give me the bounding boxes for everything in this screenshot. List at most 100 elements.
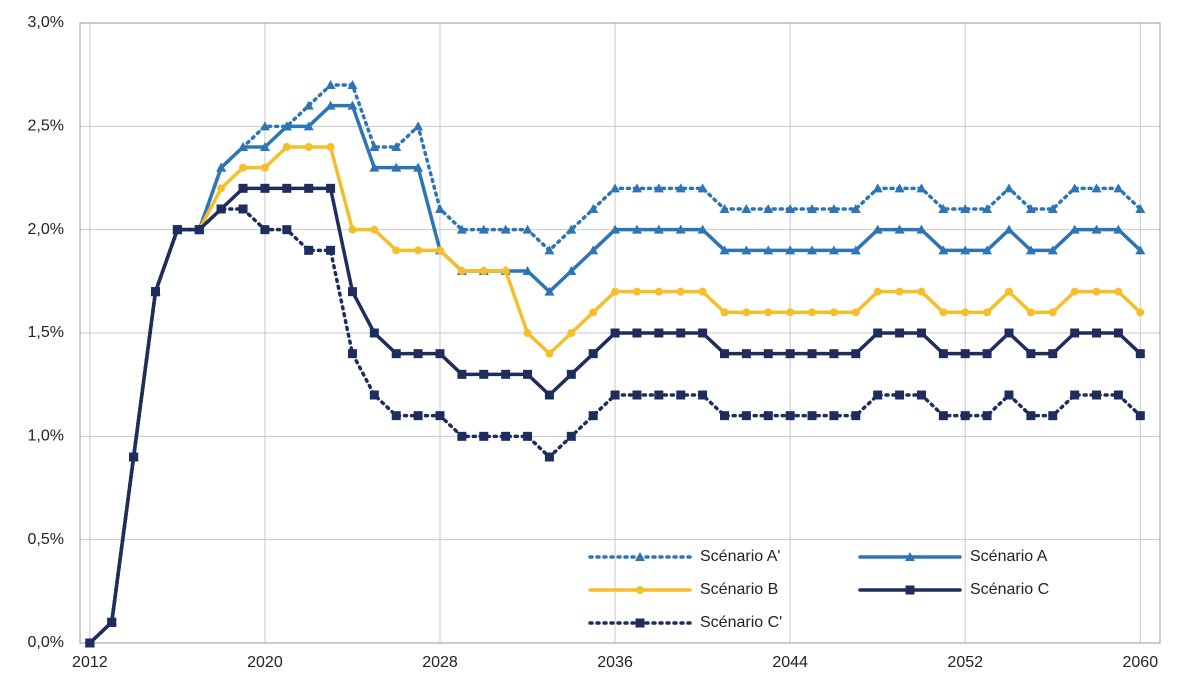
legend-label: Scénario C' (700, 614, 782, 631)
marker (1025, 245, 1036, 255)
marker (544, 452, 554, 462)
marker (239, 163, 248, 172)
marker (610, 224, 621, 234)
marker (1004, 287, 1013, 296)
marker (457, 267, 466, 275)
marker (523, 431, 533, 441)
legend-label: Scénario C (970, 581, 1049, 598)
marker (347, 349, 357, 359)
y-tick-label: 1,5% (28, 324, 64, 341)
marker (960, 411, 970, 421)
marker (829, 411, 839, 421)
marker (631, 183, 642, 193)
marker (589, 308, 598, 317)
marker (982, 411, 992, 421)
marker (216, 204, 226, 214)
marker (304, 183, 314, 193)
marker (391, 142, 402, 151)
marker (326, 245, 336, 255)
marker (413, 162, 424, 172)
plot-frame (79, 22, 1161, 644)
y-tick-label: 0,5% (28, 531, 64, 548)
marker (1069, 224, 1080, 234)
marker (719, 204, 730, 213)
marker (391, 411, 401, 421)
marker (326, 183, 336, 193)
marker (610, 183, 621, 193)
marker (1048, 308, 1057, 317)
marker (501, 431, 511, 441)
marker (457, 431, 467, 441)
marker (938, 349, 948, 359)
marker (807, 411, 817, 421)
marker (698, 328, 708, 338)
marker (675, 224, 686, 234)
marker (1092, 390, 1102, 400)
marker (523, 329, 532, 337)
marker (938, 245, 949, 255)
marker (916, 224, 927, 234)
marker (905, 585, 915, 595)
marker (522, 266, 533, 275)
marker (611, 287, 620, 296)
marker (500, 224, 511, 234)
marker (851, 308, 860, 317)
marker (479, 267, 488, 275)
marker (697, 224, 708, 234)
marker (676, 287, 685, 296)
marker (282, 143, 291, 151)
marker (304, 143, 313, 151)
marker (1091, 183, 1102, 193)
marker (435, 204, 445, 213)
marker (282, 183, 292, 193)
marker (281, 121, 292, 131)
marker (983, 308, 992, 317)
y-tick-label: 1,0% (28, 428, 64, 445)
marker (916, 390, 926, 400)
marker (304, 245, 314, 255)
marker (194, 225, 204, 235)
marker (347, 287, 357, 297)
marker (828, 204, 839, 213)
marker (501, 369, 511, 379)
marker (1114, 287, 1123, 296)
marker (742, 308, 751, 317)
marker (457, 369, 467, 379)
marker (369, 162, 380, 172)
marker (1135, 349, 1145, 359)
marker (1135, 411, 1145, 421)
marker (1136, 308, 1145, 317)
marker (676, 328, 686, 338)
marker (939, 308, 948, 317)
marker (1047, 204, 1058, 213)
marker (348, 225, 357, 234)
marker (392, 246, 401, 255)
marker (850, 245, 861, 255)
marker (544, 286, 555, 296)
marker (544, 390, 554, 400)
marker (1026, 349, 1036, 359)
marker (1003, 183, 1014, 193)
marker (741, 349, 751, 359)
marker (917, 287, 926, 296)
marker (1047, 245, 1058, 255)
marker (720, 308, 729, 317)
marker (741, 204, 752, 213)
legend-label: Scénario A (970, 548, 1048, 565)
marker (282, 225, 292, 235)
y-tick-label: 0,0% (28, 634, 64, 651)
marker (370, 225, 379, 234)
marker (632, 390, 642, 400)
x-tick-label: 2028 (422, 654, 458, 671)
marker (873, 328, 883, 338)
marker (982, 204, 993, 213)
marker (217, 184, 226, 193)
marker (960, 349, 970, 359)
marker (873, 390, 883, 400)
marker (523, 369, 533, 379)
marker (676, 390, 686, 400)
marker (916, 183, 927, 193)
marker (872, 224, 883, 234)
x-tick-label: 2036 (597, 654, 633, 671)
